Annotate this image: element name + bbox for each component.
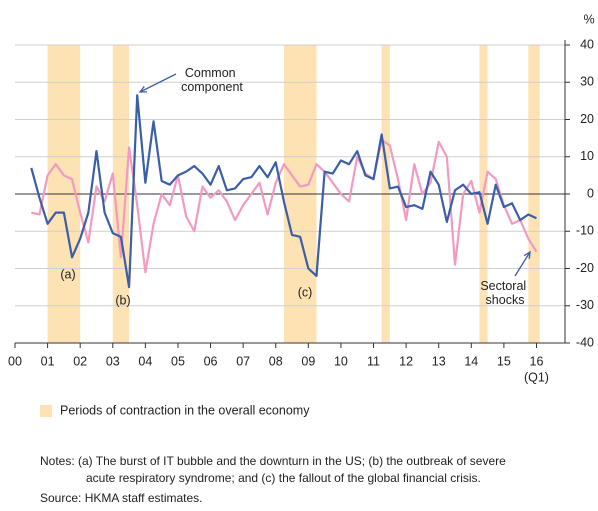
unit-label: % (583, 12, 594, 26)
x-tick-label: 05 (171, 354, 185, 368)
y-tick-label: -10 (576, 224, 594, 238)
x-tick-label: 14 (464, 354, 478, 368)
annotation: (b) (115, 293, 130, 307)
series-line (30, 94, 537, 289)
x-tick-label: 06 (204, 354, 218, 368)
annotation: (c) (298, 285, 313, 299)
note-line: Notes: (a) The burst of IT bubble and th… (40, 454, 506, 468)
x-tick-label: 10 (334, 354, 348, 368)
legend-swatch (40, 405, 52, 417)
x-tick-label: 15 (497, 354, 511, 368)
y-tick-label: 30 (580, 75, 594, 89)
x-tick-label: 12 (399, 354, 413, 368)
x-tick-label: 11 (367, 354, 380, 368)
y-tick-label: 0 (587, 186, 594, 200)
x-tick-label: 07 (236, 354, 250, 368)
series-label: Common component (181, 66, 243, 94)
series-label: Sectoral shocks (480, 279, 529, 307)
label-arrow (139, 73, 177, 93)
note-line: acute respiratory syndrome; and (c) the … (86, 471, 481, 485)
y-tick-label: -30 (576, 298, 594, 312)
source: Source: HKMA staff estimates. (40, 491, 203, 505)
y-tick-label: -40 (576, 335, 594, 349)
annotation: (a) (60, 267, 75, 281)
series-line (31, 138, 538, 274)
legend-label: Periods of contraction in the overall ec… (60, 403, 310, 417)
y-tick-label: 40 (580, 37, 594, 51)
arrow-head (523, 250, 531, 260)
y-tick-label: 20 (580, 112, 594, 126)
x-tick-label: 03 (106, 354, 120, 368)
x-tick-label: 04 (138, 354, 152, 368)
arrow-head (138, 86, 148, 93)
x-tick-label: 16 (530, 354, 544, 368)
x-tick-note: (Q1) (524, 370, 549, 384)
x-tick-label: 08 (269, 354, 283, 368)
label-arrow (514, 251, 531, 277)
x-tick-label: 00 (8, 354, 22, 368)
x-tick-label: 02 (73, 354, 87, 368)
y-tick-label: 10 (580, 149, 594, 163)
x-tick-label: 01 (41, 354, 55, 368)
x-tick-label: 09 (301, 354, 315, 368)
y-tick-label: -20 (576, 261, 594, 275)
x-tick-label: 13 (432, 354, 446, 368)
